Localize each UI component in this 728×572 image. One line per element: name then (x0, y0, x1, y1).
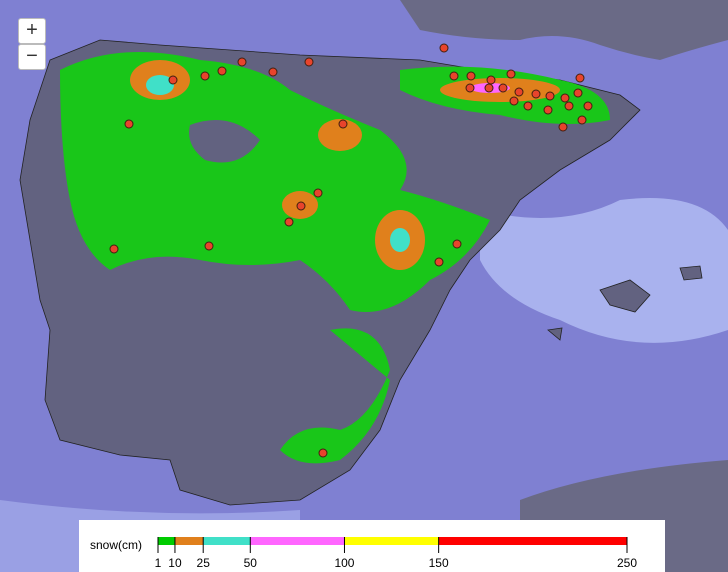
snow-area (146, 75, 174, 95)
station-marker (124, 119, 134, 129)
station-marker (514, 87, 524, 97)
station-marker (449, 71, 459, 81)
station-marker (466, 71, 476, 81)
station-marker (452, 239, 462, 249)
station-marker (434, 257, 444, 267)
station-marker (531, 89, 541, 99)
station-marker (583, 101, 593, 111)
station-marker (484, 83, 494, 93)
station-marker (284, 217, 294, 227)
station-marker (543, 105, 553, 115)
station-marker (338, 119, 348, 129)
station-marker (558, 122, 568, 132)
station-marker (237, 57, 247, 67)
station-marker (560, 93, 570, 103)
station-marker (318, 448, 328, 458)
france (400, 0, 728, 60)
legend-segment (344, 537, 439, 545)
legend-tick-label: 100 (334, 556, 354, 570)
station-marker (573, 88, 583, 98)
legend-box (79, 520, 665, 572)
station-marker (439, 43, 449, 53)
snow-area (318, 119, 362, 151)
station-marker (304, 57, 314, 67)
station-marker (575, 73, 585, 83)
snow-area (280, 328, 390, 464)
station-marker (296, 201, 306, 211)
legend-tick-label: 10 (168, 556, 182, 570)
zoom-out-button[interactable]: − (18, 44, 46, 70)
legend-tick-label: 150 (429, 556, 449, 570)
station-marker (465, 83, 475, 93)
station-marker (564, 101, 574, 111)
zoom-in-button[interactable]: + (18, 18, 46, 44)
snow-area (390, 228, 410, 252)
legend-segment (438, 537, 627, 545)
legend-title: snow(cm) (90, 538, 142, 552)
legend-tick-label: 1 (155, 556, 162, 570)
legend-tick-label: 250 (617, 556, 637, 570)
balearics (547, 265, 703, 341)
station-marker (268, 67, 278, 77)
legend-segment (174, 537, 204, 545)
station-marker (523, 101, 533, 111)
legend-tick-label: 50 (244, 556, 258, 570)
station-marker (204, 241, 214, 251)
basin (189, 120, 260, 163)
station-marker (506, 69, 516, 79)
station-marker (545, 91, 555, 101)
station-markers (109, 43, 593, 458)
legend-scale: 1 10 25 50 100 150 250 (155, 537, 637, 570)
station-marker (217, 66, 227, 76)
station-marker (509, 96, 519, 106)
station-marker (168, 75, 178, 85)
legend-segment (158, 537, 175, 545)
station-marker (313, 188, 323, 198)
sea-band (480, 198, 728, 343)
station-marker (109, 244, 119, 254)
legend-segment (203, 537, 251, 545)
legend-segment (250, 537, 345, 545)
station-marker (498, 83, 508, 93)
station-marker (486, 75, 496, 85)
station-marker (200, 71, 210, 81)
legend-tick-label: 25 (197, 556, 211, 570)
station-marker (577, 115, 587, 125)
